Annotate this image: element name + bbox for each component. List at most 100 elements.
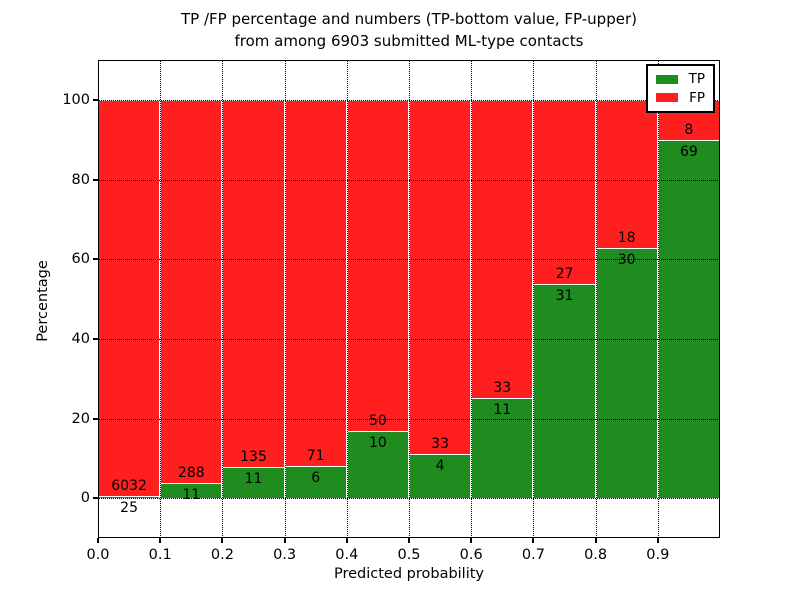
y-axis-label: Percentage [35,260,51,342]
x-tick-mark [221,538,224,543]
x-tick-mark [532,538,535,543]
bar-count-label-fp: 50 [368,412,387,429]
bar-stack [595,99,658,499]
bar-stack [533,99,596,499]
gridline-y [98,498,720,500]
bar-segment-fp [222,99,285,469]
x-tick-mark [594,538,597,543]
plot-area: 6032 25 288 11 135 11 71 6 50 10 33 4 33 11 27 31 18 30 8 6… [98,60,720,538]
legend-swatch-tp [656,74,678,84]
bar-count-label-fp: 71 [306,448,325,465]
x-tick-mark [656,538,659,543]
y-tick-label: 100 [62,91,90,108]
x-tick-label: 0.4 [335,547,359,563]
chart-title-line-2: from among 6903 submitted ML-type contac… [234,32,584,50]
x-tick-label: 0.7 [521,547,545,563]
x-tick-label: 0.2 [210,547,234,563]
gridline-x [160,60,162,538]
x-tick-label: 0.8 [584,547,608,563]
bar-stack [284,99,347,499]
bar-count-label-tp: 31 [555,288,574,305]
legend-swatch-fp [656,93,678,103]
x-tick-label: 0.1 [148,547,172,563]
bar-count-label-fp: 18 [617,230,636,247]
y-tick-mark [93,98,98,101]
y-tick-mark [93,337,98,340]
bar-count-label-fp: 288 [177,464,205,481]
bar-count-label-tp: 11 [493,401,512,418]
bar-segment-fp [346,99,409,432]
legend-item-fp: FP [656,91,705,105]
bar-segment-tp [533,285,596,499]
y-tick-label: 20 [71,410,90,427]
x-tick-mark [283,538,286,543]
bar-count-label-tp: 25 [120,499,139,516]
bar-segment-fp [160,99,223,484]
bar-count-label-tp: 69 [679,144,698,161]
x-tick-label: 0.3 [273,547,297,563]
gridline-y [98,418,720,420]
gridline-y [98,179,720,181]
bar-count-label-tp: 11 [182,486,201,503]
bar-count-label-tp: 10 [368,434,387,451]
bar-count-label-fp: 8 [684,122,694,139]
gridline-y [98,99,720,101]
bar-count-label-fp: 27 [555,266,574,283]
x-axis-label: Predicted probability [333,566,485,582]
x-tick-label: 0.9 [646,547,670,563]
x-tick-label: 0.5 [397,547,421,563]
bar-segment-tp [284,467,347,499]
gridline-x [595,60,597,538]
bar-segment-fp [409,99,472,456]
bar-segment-fp [284,99,347,468]
bar-segment-fp [533,99,596,286]
bar-count-label-tp: 30 [617,252,636,269]
x-tick-label: 0.6 [459,547,483,563]
chart-title-line-1: TP /FP percentage and numbers (TP-bottom… [181,10,637,28]
legend-label-fp: FP [689,89,705,106]
gridline-x [657,60,659,538]
bar-stack [98,99,161,499]
y-tick-mark [93,417,98,420]
y-tick-label: 80 [71,171,90,188]
x-tick-mark [97,538,99,543]
gridline-y [98,259,720,261]
y-tick-label: 60 [71,251,90,268]
bar-count-label-tp: 6 [311,470,321,487]
bar-stack [657,99,720,499]
bar-stack [222,99,285,499]
x-tick-mark [470,538,473,543]
gridline-y [98,338,720,340]
bar-segment-tp [222,468,285,499]
y-tick-mark [93,497,98,500]
gridline-x [346,60,348,538]
bar-count-label-fp: 33 [493,379,512,396]
x-tick-mark [159,538,162,543]
bar-stack [346,99,409,499]
legend-item-tp: TP [656,72,705,86]
bar-segment-tp [657,141,720,499]
legend-box: TP FP [646,64,715,113]
y-tick-mark [93,258,98,261]
bar-segment-fp [471,99,534,399]
gridline-x [284,60,286,538]
x-tick-mark [345,538,348,543]
gridline-x [409,60,410,538]
gridline-x [533,60,535,538]
x-tick-label: 0.0 [86,547,110,563]
legend-label-tp: TP [688,71,705,88]
bar-segment-tp [346,431,409,499]
bar-count-label-fp: 135 [240,449,267,466]
bar-stack [471,99,534,499]
bar-segment-tp [409,455,472,499]
gridline-x [222,60,224,538]
bar-segment-tp [595,249,658,499]
bar-count-label-fp: 33 [431,436,450,453]
bar-segment-fp [595,99,658,250]
bar-count-label-tp: 11 [244,471,263,488]
y-tick-label: 40 [71,330,90,347]
gridline-x [471,60,473,538]
bar-count-label-fp: 6032 [111,477,147,494]
chart-title: TP /FP percentage and numbers (TP-bottom… [98,8,720,52]
y-tick-mark [93,178,98,181]
